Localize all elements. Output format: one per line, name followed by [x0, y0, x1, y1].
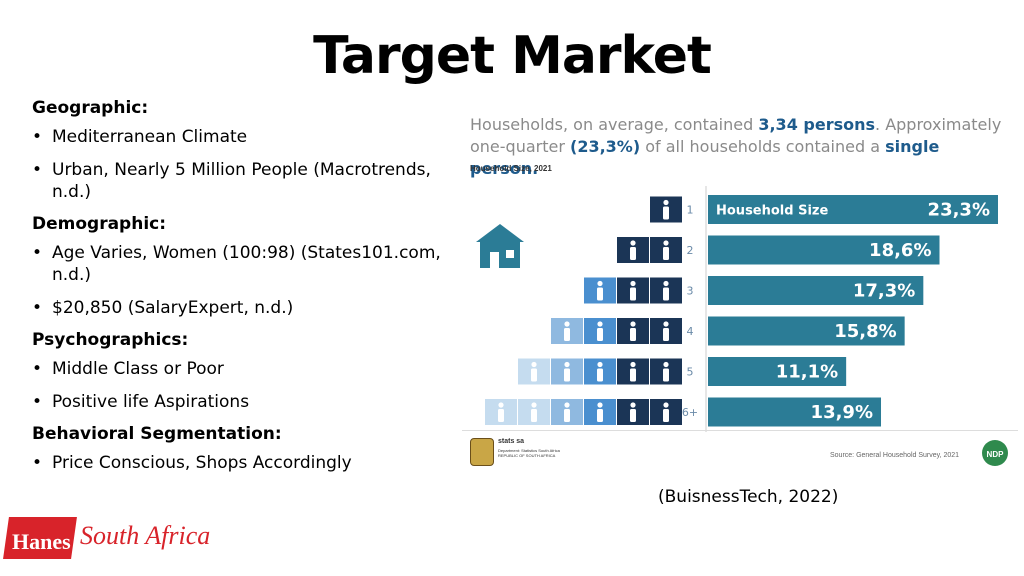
data-label: 23,3%: [928, 200, 990, 221]
person-icon: [617, 277, 649, 304]
person-icon: [518, 358, 550, 385]
hanes-logo: Hanes South Africa: [0, 507, 240, 567]
demographic-list: Age Varies, Women (100:98) (States101.co…: [32, 242, 452, 319]
bar: [708, 276, 924, 305]
person-icon: [650, 237, 682, 263]
slide-title: Target Market: [313, 26, 712, 86]
coat-of-arms-icon: [470, 438, 494, 466]
behavioral-list: Price Conscious, Shops Accordingly: [32, 452, 452, 474]
person-icon: [617, 399, 649, 425]
person-icon: [617, 358, 649, 385]
summary-highlight-persons: 3,34 persons: [758, 115, 876, 134]
data-label: 18,6%: [869, 240, 931, 261]
person-icon: [584, 277, 616, 304]
psychographics-heading: Psychographics:: [32, 330, 189, 350]
summary-text: Households, on average, contained: [470, 115, 759, 134]
list-item: Mediterranean Climate: [32, 126, 452, 148]
person-icon: [650, 318, 682, 344]
psychographics-list: Middle Class or Poor Positive life Aspir…: [32, 358, 452, 413]
household-infographic: Households, on average, contained 3,34 p…: [462, 104, 1018, 476]
statssa-name: stats sa: [498, 438, 525, 445]
person-icon: [584, 358, 616, 385]
bar: [708, 235, 940, 265]
list-item: Age Varies, Women (100:98) (States101.co…: [32, 242, 452, 286]
behavioral-heading: Behavioral Segmentation:: [32, 424, 282, 444]
person-icon: [650, 399, 682, 425]
brand-region: South Africa: [80, 521, 211, 550]
image-caption: (BuisnessTech, 2022): [658, 487, 839, 507]
person-icon: [551, 358, 583, 385]
summary-text: of all households contained a: [640, 137, 886, 156]
data-label: 15,8%: [834, 321, 896, 342]
list-item: Middle Class or Poor: [32, 358, 452, 380]
person-icon: [617, 237, 649, 263]
data-label: 17,3%: [853, 281, 915, 302]
person-icon: [551, 318, 583, 344]
person-icon: [584, 318, 616, 344]
category-label: 6+: [682, 406, 698, 419]
summary-highlight-single: single person.: [470, 137, 940, 178]
person-icon: [584, 399, 616, 425]
category-label: 4: [687, 325, 694, 338]
category-label: 2: [687, 244, 694, 257]
person-icon: [650, 277, 682, 304]
list-item: Price Conscious, Shops Accordingly: [32, 452, 452, 474]
house-icon: [476, 224, 524, 268]
person-icon: [518, 399, 550, 425]
statssa-logo: stats sa Department: Statistics South Af…: [470, 436, 560, 468]
list-item: Positive life Aspirations: [32, 391, 452, 413]
geographic-heading: Geographic:: [32, 98, 149, 118]
bar: [708, 316, 905, 346]
data-label: 13,9%: [811, 402, 873, 423]
household-size-chart: 1 23,3% Household Size 2 18,6% 3 17,3% 4 15,8% 5 1…: [476, 186, 998, 432]
summary-text: . Approximately one-quarter: [470, 115, 1002, 156]
demographic-heading: Demographic:: [32, 214, 167, 234]
person-icon: [617, 318, 649, 344]
geographic-list: Mediterranean Climate Urban, Nearly 5 Mi…: [32, 126, 452, 203]
person-icon: [551, 399, 583, 425]
statssa-subtitle: Department: Statistics South Africa REPU…: [498, 448, 560, 458]
category-label: 1: [687, 204, 694, 217]
market-segments: Geographic: Mediterranean Climate Urban,…: [32, 98, 452, 485]
category-label: 3: [687, 285, 694, 298]
list-item: $20,850 (SalaryExpert, n.d.): [32, 297, 452, 319]
category-label: 5: [687, 366, 694, 379]
ndp-logo: NDP: [982, 440, 1008, 466]
bar: [708, 397, 882, 427]
person-icon: [650, 196, 682, 223]
series-label: Household Size: [716, 204, 828, 219]
footer-divider: [462, 430, 1018, 431]
infographic-summary: Households, on average, contained 3,34 p…: [470, 114, 1010, 180]
person-icon: [650, 358, 682, 385]
bar: [708, 357, 847, 386]
list-item: Urban, Nearly 5 Million People (Macrotre…: [32, 159, 452, 203]
person-icon: [485, 399, 517, 425]
data-label: 11,1%: [776, 362, 838, 383]
chart-subtitle: Household Size, 2021: [470, 164, 552, 173]
summary-highlight-percent: (23,3%): [570, 137, 641, 156]
brand-name: Hanes: [12, 529, 71, 554]
chart-source: Source: General Household Survey, 2021: [830, 452, 960, 459]
bar: [708, 195, 998, 224]
